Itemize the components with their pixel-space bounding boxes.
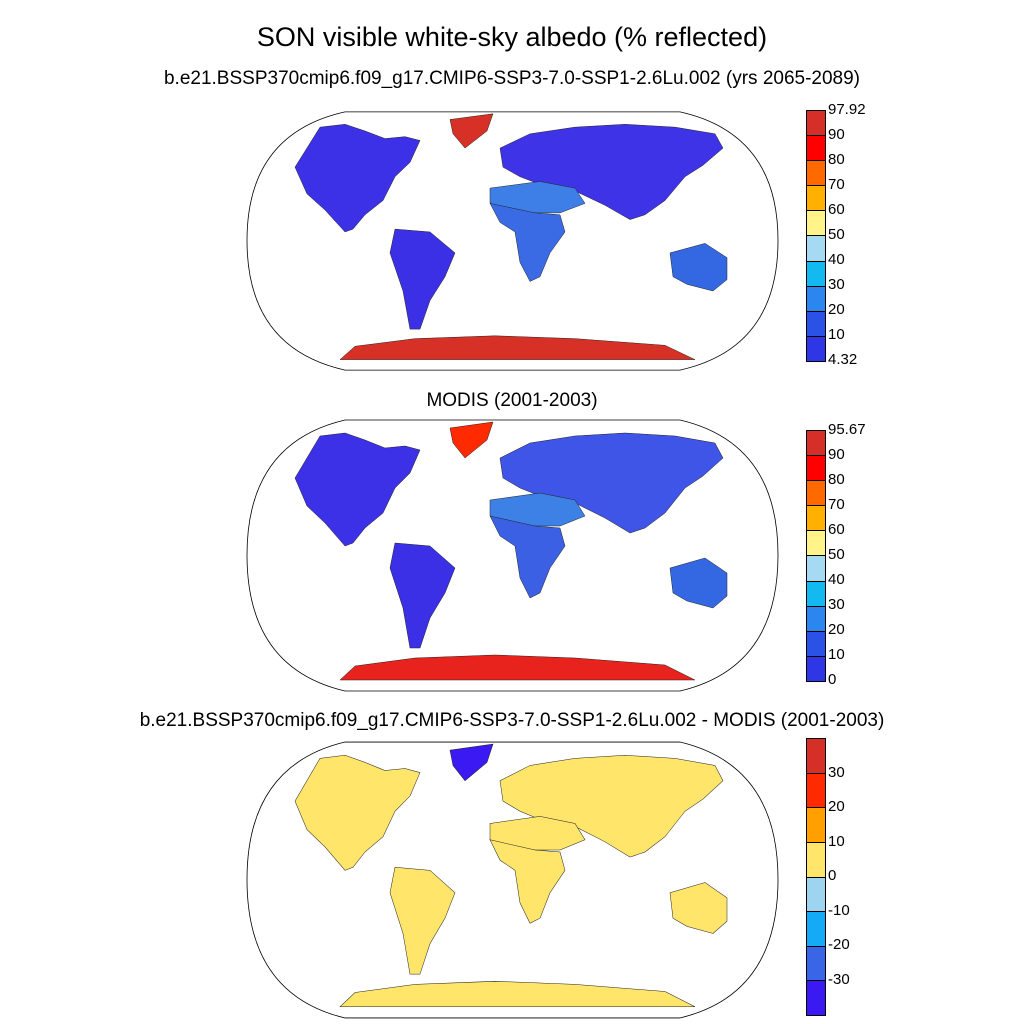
colorbar-label: 4.32 bbox=[828, 351, 858, 368]
colorbar-label: 10 bbox=[828, 326, 845, 343]
colorbar-label: -30 bbox=[828, 970, 850, 988]
colorbar-swatch bbox=[807, 655, 825, 681]
colorbar-label: 50 bbox=[828, 226, 845, 243]
colorbar-swatch bbox=[807, 210, 825, 236]
panel-2-colorbar: 95.67 90 80 70 60 50 40 30 20 10 0 bbox=[806, 422, 886, 688]
africa-region bbox=[489, 515, 566, 599]
colorbar-label: 50 bbox=[828, 546, 845, 563]
colorbar-swatch bbox=[807, 285, 825, 311]
colorbar-label: 80 bbox=[828, 471, 845, 488]
colorbar-label: 60 bbox=[828, 521, 845, 538]
panel-2-map bbox=[246, 419, 779, 692]
colorbar-swatch bbox=[807, 135, 825, 161]
colorbar-label: 60 bbox=[828, 201, 845, 218]
colorbar-label: 0 bbox=[828, 671, 837, 688]
australia-region bbox=[669, 882, 728, 934]
colorbar-swatch bbox=[807, 630, 825, 656]
greenland-region bbox=[449, 421, 494, 459]
colorbar-swatches bbox=[806, 110, 826, 362]
colorbar-label: 10 bbox=[828, 832, 845, 850]
colorbar-label: 40 bbox=[828, 251, 845, 268]
colorbar-swatch bbox=[807, 455, 825, 481]
colorbar-swatch bbox=[807, 310, 825, 336]
greenland-region bbox=[449, 113, 494, 149]
colorbar-swatches bbox=[806, 430, 826, 682]
colorbar-label: 70 bbox=[828, 176, 845, 193]
colorbar-swatch bbox=[807, 111, 825, 136]
panel-3-map bbox=[246, 741, 779, 1019]
colorbar-label: 10 bbox=[828, 646, 845, 663]
colorbar-label: 97.92 bbox=[828, 101, 866, 118]
colorbar-swatch bbox=[807, 980, 825, 1015]
colorbar-swatch bbox=[807, 841, 825, 877]
south-america-region bbox=[389, 866, 456, 975]
colorbar-label: 20 bbox=[828, 798, 845, 815]
colorbar-label: 80 bbox=[828, 151, 845, 168]
panel-3-title: b.e21.BSSP370cmip6.f09_g17.CMIP6-SSP3-7.… bbox=[139, 710, 885, 731]
colorbar-swatch bbox=[807, 335, 825, 361]
africa-region bbox=[489, 203, 566, 282]
north-america-region bbox=[294, 432, 421, 547]
colorbar-label: 95.67 bbox=[828, 421, 866, 438]
panel-1-colorbar: 97.92 90 80 70 60 50 40 30 20 10 4.32 bbox=[806, 102, 886, 368]
colorbar-swatch bbox=[807, 739, 825, 773]
colorbar-swatch bbox=[807, 530, 825, 556]
colorbar-label: 70 bbox=[828, 496, 845, 513]
colorbar-swatch bbox=[807, 555, 825, 581]
colorbar-swatch bbox=[807, 505, 825, 531]
colorbar-label: 40 bbox=[828, 571, 845, 588]
panel-1-map bbox=[246, 111, 779, 371]
colorbar-swatch bbox=[807, 911, 825, 946]
colorbar-swatch bbox=[807, 580, 825, 606]
panel-3-colorbar: 30 20 10 0 -10 -20 -30 bbox=[806, 738, 886, 1016]
greenland-region bbox=[449, 743, 494, 782]
colorbar-swatch bbox=[807, 945, 825, 981]
panel-1-title: b.e21.BSSP370cmip6.f09_g17.CMIP6-SSP3-7.… bbox=[163, 68, 861, 89]
colorbar-label: 30 bbox=[828, 276, 845, 293]
colorbar-label: 0 bbox=[828, 867, 837, 884]
south-america-region bbox=[389, 542, 456, 649]
colorbar-swatch bbox=[807, 807, 825, 842]
colorbar-label: 90 bbox=[828, 446, 845, 463]
colorbar-swatch bbox=[807, 431, 825, 456]
colorbar-label: 20 bbox=[828, 301, 845, 318]
colorbar-label: 20 bbox=[828, 621, 845, 638]
north-america-region bbox=[294, 124, 421, 233]
australia-region bbox=[669, 557, 728, 609]
colorbar-swatch bbox=[807, 260, 825, 286]
colorbar-label: 30 bbox=[828, 763, 845, 781]
australia-region bbox=[669, 243, 728, 292]
colorbar-label: -10 bbox=[828, 901, 850, 919]
antarctica-region bbox=[339, 654, 696, 681]
colorbar-swatch bbox=[807, 235, 825, 261]
north-america-region bbox=[294, 755, 421, 871]
africa-region bbox=[489, 839, 566, 924]
colorbar-swatches bbox=[806, 738, 826, 1016]
figure-title: SON visible white-sky albedo (% reflecte… bbox=[256, 22, 768, 52]
south-america-region bbox=[389, 228, 456, 330]
colorbar-label: 90 bbox=[828, 126, 845, 143]
colorbar-swatch bbox=[807, 876, 825, 912]
colorbar-label: 30 bbox=[828, 596, 845, 613]
colorbar-label: -20 bbox=[828, 936, 850, 953]
antarctica-region bbox=[339, 335, 696, 360]
colorbar-swatch bbox=[807, 480, 825, 506]
colorbar-swatch bbox=[807, 772, 825, 808]
panel-2-title: MODIS (2001-2003) bbox=[426, 390, 598, 411]
colorbar-swatch bbox=[807, 160, 825, 186]
colorbar-swatch bbox=[807, 185, 825, 211]
antarctica-region bbox=[339, 981, 696, 1008]
colorbar-swatch bbox=[807, 605, 825, 631]
